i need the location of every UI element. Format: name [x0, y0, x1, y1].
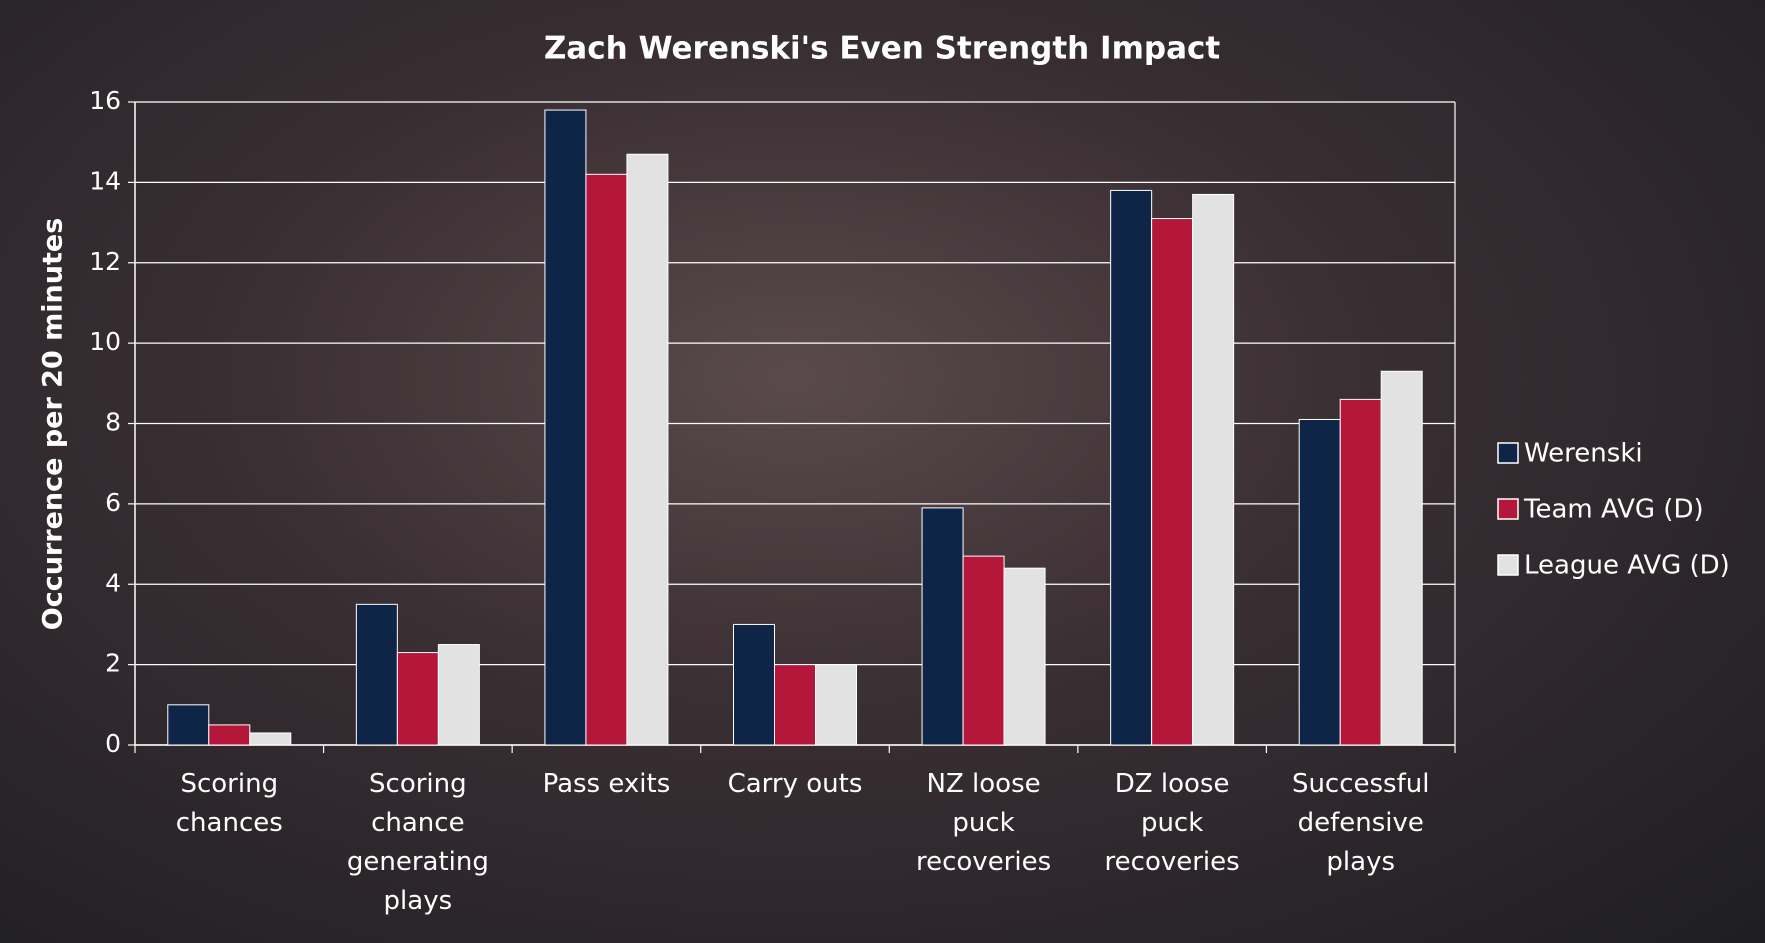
bar	[815, 664, 857, 746]
bar	[1298, 418, 1341, 746]
bar	[626, 153, 669, 746]
legend-label: League AVG (D)	[1524, 551, 1730, 581]
legend-swatch	[1497, 498, 1519, 520]
bar	[774, 664, 816, 746]
y-tick-label: 2	[105, 649, 121, 678]
bar	[355, 603, 398, 746]
x-tick-label: Successful defensive plays	[1291, 769, 1430, 877]
bar	[437, 644, 480, 746]
bar	[544, 109, 587, 746]
chart-title: Zach Werenski's Even Strength Impact	[544, 31, 1221, 67]
bar	[1339, 398, 1382, 746]
x-tick-label: Scoring chance generating plays	[346, 769, 489, 916]
y-tick-label: 6	[105, 488, 121, 517]
bar	[1003, 567, 1046, 746]
bar	[962, 555, 1005, 746]
y-tick-label: 12	[89, 247, 121, 276]
bar	[585, 173, 628, 746]
y-tick-label: 14	[89, 166, 121, 195]
y-axis-label: Occurrence per 20 minutes	[38, 218, 69, 631]
bar	[167, 704, 210, 746]
y-tick-label: 10	[89, 327, 121, 356]
bar	[733, 623, 775, 746]
bar	[1151, 218, 1194, 746]
y-tick-label: 4	[105, 568, 121, 597]
bar	[921, 507, 964, 746]
legend-swatch	[1497, 442, 1519, 464]
legend-swatch	[1497, 554, 1519, 576]
bar	[208, 724, 251, 746]
y-tick-label: 16	[89, 86, 121, 115]
bar	[1380, 370, 1423, 746]
bar	[396, 652, 439, 746]
x-tick-label: NZ loose puck recoveries	[915, 769, 1052, 877]
legend-label: Team AVG (D)	[1523, 495, 1704, 525]
x-tick-label: Scoring chances	[175, 769, 283, 838]
x-tick-label: Carry outs	[727, 769, 863, 799]
y-tick-label: 0	[105, 729, 121, 758]
y-tick-label: 8	[105, 408, 121, 437]
bar	[1110, 189, 1153, 746]
bar	[1192, 193, 1235, 746]
bar	[249, 732, 292, 746]
legend-label: Werenski	[1524, 439, 1643, 469]
x-tick-label: DZ loose puck recoveries	[1104, 769, 1240, 877]
x-tick-label: Pass exits	[542, 769, 671, 799]
